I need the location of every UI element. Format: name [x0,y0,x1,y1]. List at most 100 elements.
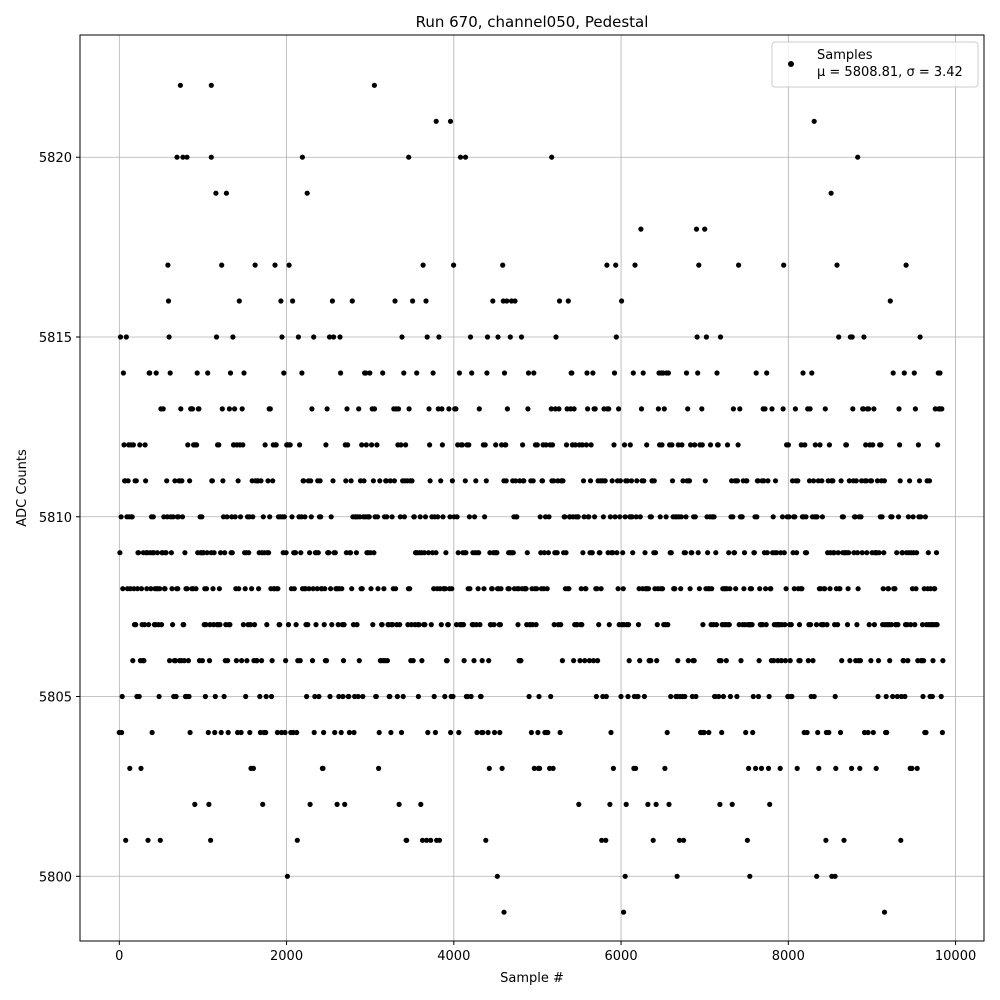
data-point [133,478,139,484]
data-point [763,586,769,592]
data-point [857,765,863,772]
data-point [870,729,876,736]
data-point [871,622,878,628]
data-point [211,550,217,556]
data-point [661,406,667,412]
data-point [424,334,430,340]
data-point [786,514,792,520]
data-point [206,658,213,664]
data-point [544,586,550,592]
data-point [702,478,708,484]
data-point [691,658,697,664]
data-point [136,550,142,556]
data-point [151,550,157,556]
data-point [678,586,684,592]
data-point [556,298,563,304]
data-point [375,586,381,592]
data-point [438,478,444,484]
data-point [389,514,395,520]
data-point [832,693,838,700]
data-point [613,334,619,340]
data-point [678,514,684,520]
data-point [311,729,317,736]
data-point [855,586,861,592]
data-point [229,550,235,556]
data-point [863,478,869,484]
data-point [571,658,577,664]
data-point [180,154,186,160]
data-point [398,442,404,448]
data-point [930,658,936,664]
data-point [281,514,287,520]
data-point [606,622,612,628]
data-point [309,658,316,664]
data-point [185,658,191,664]
data-point [580,478,587,484]
data-point [826,442,833,448]
data-point [384,658,390,664]
data-point [528,729,535,736]
data-point [839,658,845,664]
data-point [781,550,787,556]
data-point [205,729,211,736]
data-point [835,550,841,556]
data-point [604,262,610,268]
data-point [587,478,594,484]
data-point [501,370,508,376]
data-point [579,442,585,448]
data-point [236,586,242,592]
data-point [854,550,861,556]
data-point [717,801,723,808]
data-point [753,765,759,772]
data-point [310,586,316,592]
data-point [589,550,595,556]
data-point [633,765,639,772]
data-point [220,478,226,484]
data-point [196,406,202,412]
data-point [324,406,330,412]
data-point [368,586,374,592]
data-point [184,586,190,592]
data-point [274,729,280,736]
data-point [158,622,165,628]
data-point [208,154,214,160]
data-point [292,550,299,556]
data-point [622,873,628,879]
data-point [424,837,430,843]
data-point [620,586,626,592]
data-point [699,406,705,412]
data-point [241,370,247,376]
data-point [764,370,770,376]
data-point [720,693,727,700]
data-point [415,693,421,700]
data-point [878,442,884,448]
data-point [283,550,289,556]
data-point [391,478,397,484]
data-point [551,622,557,628]
data-point [199,514,205,520]
data-point [521,478,527,484]
data-point [257,693,263,700]
data-point [242,586,248,592]
data-point [388,729,394,736]
data-point [629,514,635,520]
data-point [232,406,238,412]
data-point [669,442,675,448]
data-point [541,550,547,556]
data-point [232,514,238,520]
data-point [806,478,813,484]
data-point [826,729,832,736]
data-point [645,586,652,592]
data-point [630,550,636,556]
data-point [594,586,600,592]
data-point [703,334,710,340]
data-point [835,622,841,628]
data-point [329,298,335,304]
data-point [244,658,250,664]
data-point [753,370,759,376]
data-point [668,550,674,556]
data-point [284,873,290,879]
data-point [297,442,303,448]
data-point [204,550,210,556]
data-point [250,765,256,772]
